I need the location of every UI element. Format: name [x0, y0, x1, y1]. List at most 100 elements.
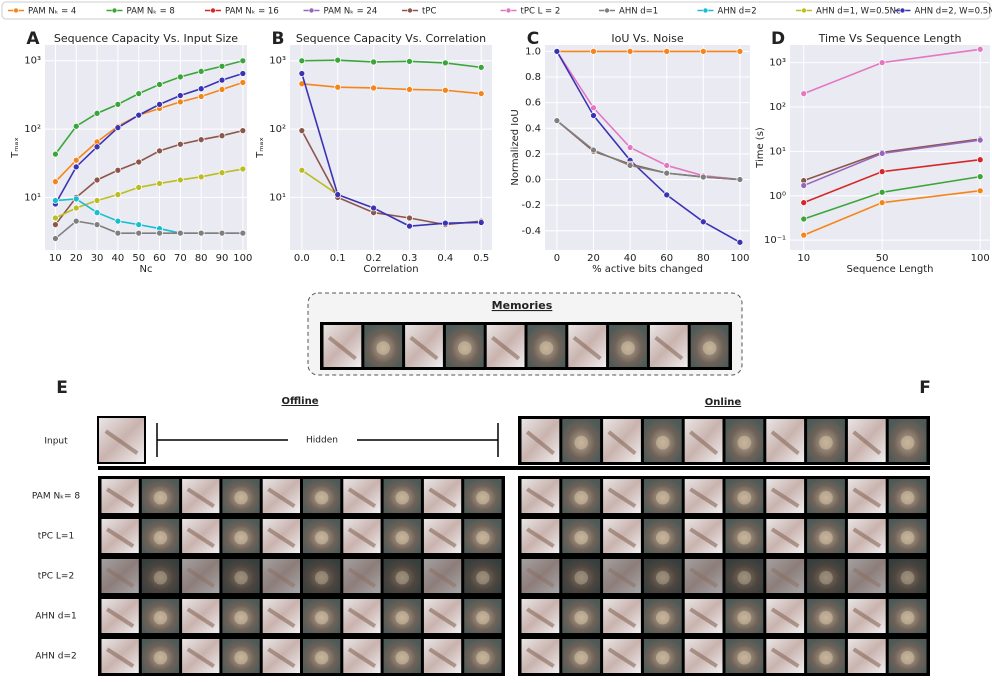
- panel-label: E: [56, 378, 68, 398]
- image-detail: [656, 611, 670, 625]
- x-tick-label: 90: [216, 253, 229, 264]
- y-tick-label: 10²: [24, 124, 41, 135]
- data-point: [406, 58, 412, 64]
- x-tick-label: 60: [660, 253, 673, 264]
- data-point: [335, 57, 341, 63]
- data-point: [240, 58, 246, 64]
- image-detail: [819, 531, 833, 545]
- hidden-label: Hidden: [306, 436, 338, 446]
- data-point: [700, 219, 706, 225]
- y-axis-label: Tₘₐₓ: [255, 137, 266, 159]
- x-tick-label: 60: [153, 253, 166, 264]
- data-point: [73, 196, 79, 202]
- y-tick-label: -0.4: [521, 226, 541, 237]
- data-point: [115, 167, 121, 173]
- data-point: [240, 230, 246, 236]
- data-point: [335, 192, 341, 198]
- image-detail: [376, 341, 390, 355]
- image-detail: [901, 651, 915, 665]
- image-detail: [234, 531, 247, 544]
- data-point: [371, 85, 377, 91]
- data-point: [115, 101, 121, 107]
- data-point: [737, 177, 743, 183]
- data-point: [177, 74, 183, 80]
- data-point: [406, 215, 412, 221]
- image-detail: [819, 571, 833, 585]
- image-detail: [476, 611, 489, 624]
- data-point: [198, 174, 204, 180]
- image-detail: [901, 531, 915, 545]
- y-tick-label: 10¹: [24, 192, 41, 203]
- y-tick-label: 10³: [269, 56, 286, 67]
- legend-marker: [506, 8, 511, 13]
- legend-label: tPC L = 2: [521, 7, 561, 17]
- row-label: AHN d=1: [35, 612, 77, 622]
- data-point: [136, 184, 142, 190]
- data-point: [478, 64, 484, 70]
- image-detail: [396, 651, 409, 664]
- data-point: [157, 230, 163, 236]
- data-point: [627, 162, 633, 168]
- image-detail: [458, 341, 472, 355]
- row-label: tPC L=2: [38, 572, 74, 582]
- data-point: [157, 180, 163, 186]
- data-point: [52, 179, 58, 185]
- image-detail: [574, 651, 588, 665]
- memories-title: Memories: [492, 299, 553, 312]
- data-point: [94, 144, 100, 150]
- chart-title: IoU Vs. Noise: [611, 32, 684, 45]
- image-detail: [738, 651, 752, 665]
- data-point: [801, 91, 807, 97]
- section-title: Offline: [282, 396, 319, 407]
- data-point: [177, 99, 183, 105]
- x-tick-label: 0.5: [473, 253, 489, 264]
- y-tick-label: 10³: [24, 56, 41, 67]
- data-point: [801, 183, 807, 189]
- image-detail: [703, 341, 717, 355]
- x-tick-label: 0.3: [402, 253, 418, 264]
- x-tick-label: 100: [233, 253, 252, 264]
- data-point: [136, 91, 142, 97]
- x-tick-label: 0.2: [366, 253, 382, 264]
- data-point: [177, 177, 183, 183]
- legend-marker: [112, 8, 117, 13]
- data-point: [664, 48, 670, 54]
- legend-label: AHN d=2, W=0.5Nc: [915, 7, 992, 17]
- image-detail: [901, 436, 915, 450]
- image-detail: [656, 531, 670, 545]
- x-tick-label: 0.0: [294, 253, 310, 264]
- y-tick-label: -0.2: [521, 200, 541, 211]
- section-title: Online: [705, 397, 742, 408]
- image-detail: [154, 611, 167, 624]
- image-detail: [901, 491, 915, 505]
- data-point: [219, 133, 225, 139]
- image-detail: [656, 436, 670, 450]
- data-point: [299, 167, 305, 173]
- data-point: [52, 198, 58, 204]
- data-point: [879, 169, 885, 175]
- legend-label: AHN d=1: [619, 7, 658, 17]
- data-point: [136, 222, 142, 228]
- data-point: [136, 159, 142, 165]
- image-detail: [819, 611, 833, 625]
- data-point: [219, 77, 225, 83]
- legend-marker: [900, 8, 905, 13]
- data-point: [177, 141, 183, 147]
- data-point: [115, 192, 121, 198]
- data-point: [73, 218, 79, 224]
- data-point: [977, 188, 983, 194]
- x-tick-label: 10: [49, 253, 62, 264]
- y-tick-label: 10²: [769, 102, 786, 113]
- plot-area: [545, 45, 750, 250]
- data-point: [52, 236, 58, 242]
- image-detail: [315, 491, 328, 504]
- data-point: [94, 222, 100, 228]
- data-point: [198, 137, 204, 143]
- image-detail: [315, 571, 328, 584]
- data-point: [73, 205, 79, 211]
- data-point: [371, 205, 377, 211]
- data-point: [879, 150, 885, 156]
- legend-marker: [802, 8, 807, 13]
- x-tick-label: 0: [554, 253, 560, 264]
